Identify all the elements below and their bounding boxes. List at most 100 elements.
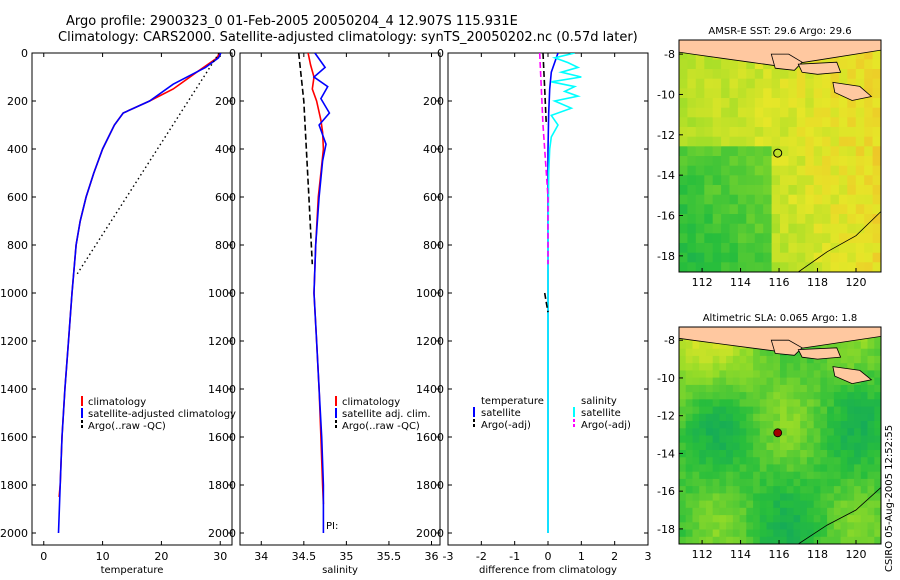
temperature-ytick-label: 200 bbox=[7, 95, 28, 108]
sla_map-cell bbox=[746, 370, 754, 379]
sla_map-cell bbox=[685, 392, 693, 400]
sst_map-cell bbox=[855, 185, 865, 196]
sla_map-cell bbox=[874, 399, 881, 408]
sla_map-cell bbox=[692, 507, 700, 516]
sla_map-cell bbox=[833, 529, 842, 538]
sla_map-cell bbox=[833, 450, 842, 458]
sla_map-cell bbox=[780, 421, 788, 429]
sla_map-cell bbox=[800, 355, 808, 364]
sst_map-cell bbox=[872, 204, 881, 215]
sla_map-cell bbox=[759, 435, 768, 444]
sla_map-cell bbox=[773, 536, 781, 544]
sst_map-cell bbox=[704, 107, 714, 118]
sst_map-cell bbox=[796, 233, 806, 244]
difference-ytick-label: 400 bbox=[423, 143, 444, 156]
sla_map-cell bbox=[840, 478, 848, 487]
sla_map-cell bbox=[699, 493, 707, 502]
sla_map-cell bbox=[820, 413, 828, 422]
sla_map-cell bbox=[820, 493, 828, 502]
sla_map-cell bbox=[806, 355, 815, 364]
sst_map-cell bbox=[805, 107, 815, 118]
sla_map-cell bbox=[813, 450, 821, 458]
sst_map-cell bbox=[788, 165, 798, 176]
sla_map-cell bbox=[719, 355, 727, 364]
figure-title-line1: Argo profile: 2900323_0 01-Feb-2005 2005… bbox=[66, 14, 518, 29]
sst_map-cell bbox=[796, 98, 806, 109]
sst_map-cell bbox=[729, 78, 739, 89]
sst_map-cell bbox=[721, 69, 731, 80]
sla_map-cell bbox=[685, 500, 693, 509]
sst_map-cell bbox=[822, 223, 832, 234]
sst_map-cell bbox=[822, 194, 832, 205]
sla_map-cell bbox=[860, 355, 869, 364]
salinity-xtick-label: 34 bbox=[254, 550, 268, 563]
sst_map-cell bbox=[721, 156, 731, 167]
sst_map-cell bbox=[712, 69, 722, 80]
sla_map-cell bbox=[854, 399, 862, 408]
sla_map-cell bbox=[692, 413, 700, 422]
sla_map-cell bbox=[712, 392, 720, 400]
sla_map-cell bbox=[759, 421, 768, 429]
sla_map-cell bbox=[705, 363, 714, 371]
sla_map-cell bbox=[759, 442, 768, 451]
sst_map-cell bbox=[721, 214, 731, 225]
sla_map-cell bbox=[800, 442, 808, 451]
sla_map-cell bbox=[840, 529, 848, 538]
figure-title-line2: Climatology: CARS2000. Satellite-adjuste… bbox=[58, 30, 638, 45]
sst_map-cell bbox=[729, 59, 739, 70]
sla_map-cell bbox=[847, 421, 855, 429]
sla_map-cell bbox=[753, 536, 761, 544]
sla_map-cell bbox=[793, 406, 801, 415]
sla_map-cell bbox=[786, 450, 794, 458]
sla_map-cell bbox=[813, 384, 821, 393]
sla_map-cell bbox=[793, 442, 801, 451]
sst_map-cell bbox=[746, 204, 756, 215]
sst_map-ytick-label: -14 bbox=[657, 169, 675, 182]
sst_map-cell bbox=[754, 127, 764, 138]
sla_map-cell bbox=[833, 377, 842, 386]
sst_map-cell bbox=[796, 107, 806, 118]
sla_map-cell bbox=[773, 370, 781, 379]
sla_map-cell bbox=[699, 341, 707, 350]
sla_map-cell bbox=[759, 355, 768, 364]
sst_map-cell bbox=[780, 262, 789, 272]
sla_map-cell bbox=[766, 529, 774, 538]
sla_map-cell bbox=[813, 399, 821, 408]
sst_map-cell bbox=[754, 204, 764, 215]
sst_map-cell bbox=[704, 194, 714, 205]
sla_map-cell bbox=[739, 478, 747, 487]
sla_map-cell bbox=[766, 370, 774, 379]
sla_map-cell bbox=[705, 515, 714, 523]
sst_map-cell bbox=[838, 175, 848, 186]
sst_map-cell bbox=[822, 252, 832, 263]
sst_map-cell bbox=[864, 69, 874, 80]
sla_map-cell bbox=[827, 421, 835, 429]
sla_map-cell bbox=[766, 457, 774, 465]
sla_map-cell bbox=[746, 493, 754, 502]
sst_map-cell bbox=[847, 175, 857, 186]
sst_map-cell bbox=[687, 146, 697, 157]
sla_map-cell bbox=[806, 515, 815, 523]
salinity-xtick-label: 35 bbox=[339, 550, 353, 563]
sst_map-cell bbox=[813, 194, 823, 205]
sst_map-cell bbox=[746, 127, 756, 138]
sst_map-cell bbox=[838, 146, 848, 157]
sst_map-cell bbox=[763, 69, 773, 80]
sst_map-cell bbox=[729, 165, 739, 176]
sst_map-cell bbox=[679, 214, 688, 225]
sla_map-cell bbox=[773, 384, 781, 393]
sst_map-cell bbox=[695, 175, 705, 186]
sst_map-cell bbox=[872, 243, 881, 254]
sla_map-cell bbox=[860, 363, 869, 371]
sla_map-cell bbox=[847, 450, 855, 458]
sla_map-cell bbox=[800, 464, 808, 473]
sst_map-cell bbox=[721, 117, 731, 128]
sst_map-cell bbox=[813, 117, 823, 128]
sla_map-cell bbox=[726, 435, 734, 444]
sla_map-cell bbox=[712, 515, 720, 523]
sst_map-cell bbox=[830, 223, 840, 234]
sst_map-cell bbox=[679, 175, 688, 186]
sst_map-cell bbox=[847, 98, 857, 109]
sla_map-cell bbox=[732, 471, 741, 480]
sla_map-cell bbox=[874, 413, 881, 422]
